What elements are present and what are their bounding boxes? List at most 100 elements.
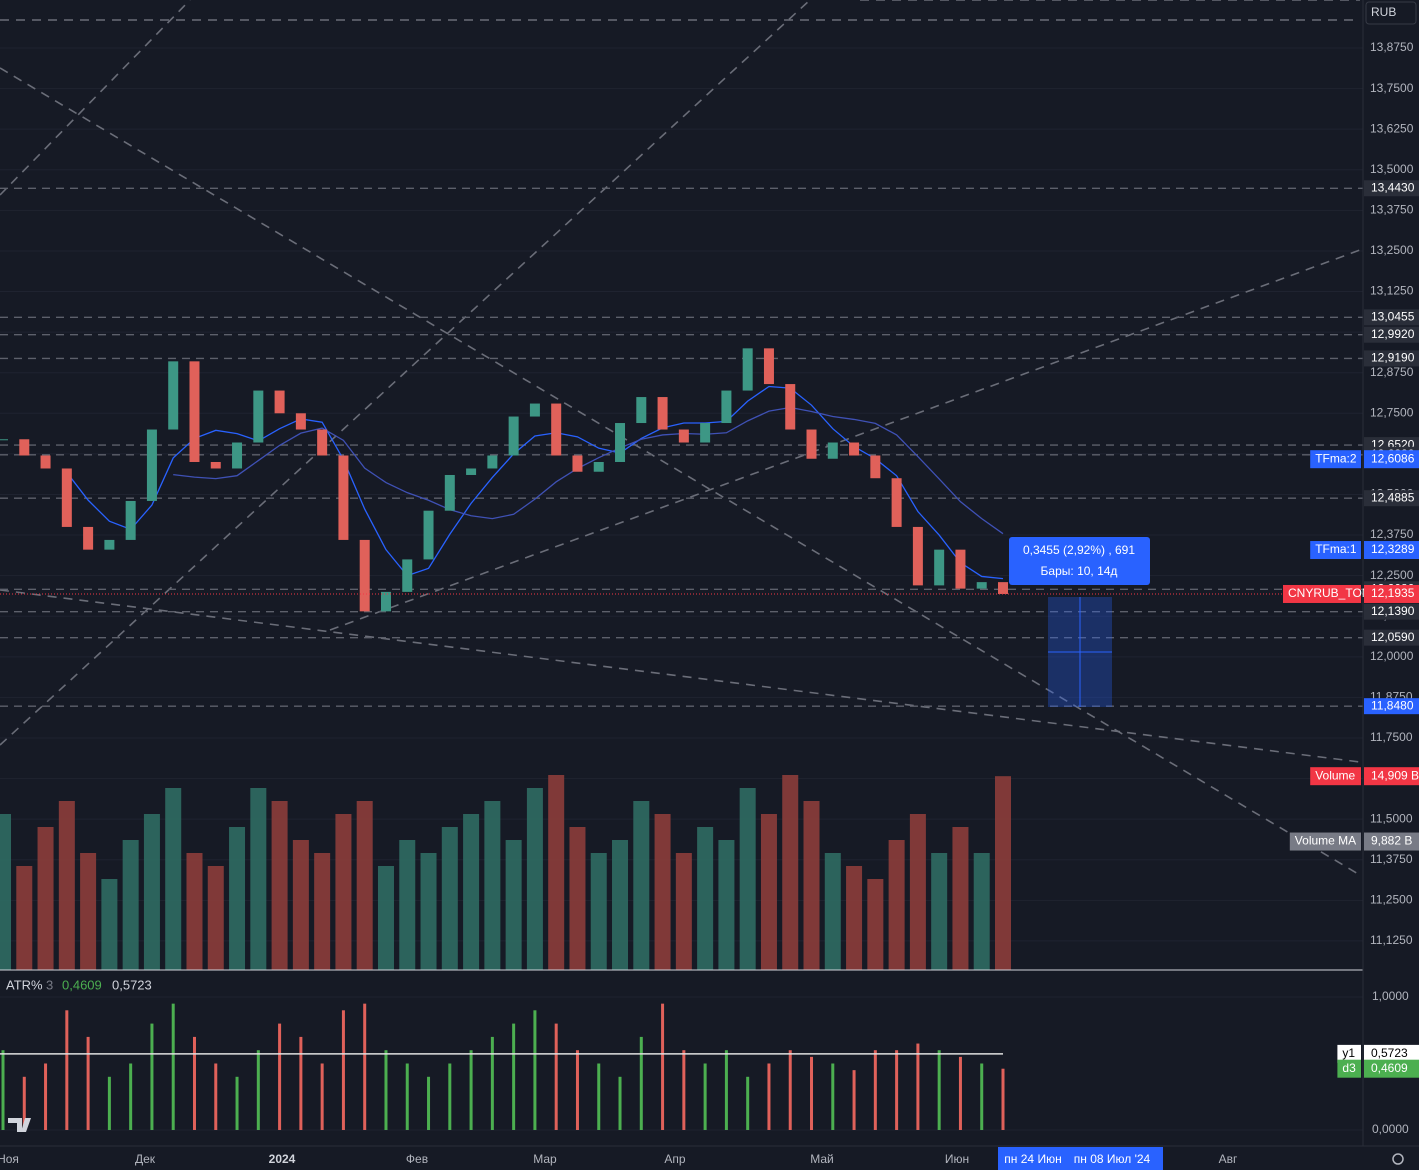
candle — [849, 442, 860, 456]
atr-bar — [469, 1050, 473, 1130]
x-tick-label: Авг — [1219, 1152, 1238, 1166]
badge-name: TFma:2 — [1315, 451, 1357, 465]
volume-bar — [229, 827, 246, 970]
atr-bar — [299, 1036, 303, 1130]
volume-bar — [952, 827, 969, 970]
y-tick-label: 12,8750 — [1370, 365, 1414, 379]
candle — [827, 442, 838, 459]
candle — [338, 455, 349, 540]
volume-bar — [143, 814, 160, 970]
candle — [317, 429, 328, 456]
volume-bar — [356, 801, 373, 970]
volume-bar — [697, 827, 714, 970]
candle — [487, 455, 498, 469]
x-tick-label: Ноя — [0, 1152, 19, 1166]
candle — [508, 416, 519, 456]
candle — [870, 455, 881, 479]
level-label: 12,0590 — [1371, 630, 1415, 644]
atr-bar — [107, 1076, 111, 1130]
atr-pane — [0, 996, 1363, 1131]
volume-bar — [335, 814, 352, 970]
x-tick-label: Дек — [135, 1152, 156, 1166]
badge-bg — [1364, 1044, 1419, 1063]
y-tick-label: 12,3750 — [1370, 527, 1414, 541]
badge-name: y1 — [1342, 1046, 1355, 1060]
candle — [657, 397, 668, 430]
x-tick-label: Май — [810, 1152, 834, 1166]
currency[interactable]: RUB — [1371, 5, 1396, 19]
volume-bar — [973, 853, 990, 970]
badge-name: TFma:1 — [1315, 542, 1357, 556]
candle — [402, 559, 413, 592]
atr-bar — [129, 1063, 133, 1130]
volume-bar — [122, 840, 139, 970]
volume-bar — [718, 840, 735, 970]
candle — [189, 361, 200, 462]
x-tick-label: пн 24 Июн — [1004, 1152, 1061, 1166]
volume-bar — [803, 801, 820, 970]
badge-name-bg — [1310, 450, 1361, 469]
atr-bar — [533, 1010, 537, 1130]
atr-bar — [575, 1050, 579, 1130]
y-tick-label: 13,2500 — [1370, 243, 1414, 257]
atr-bar — [980, 1063, 984, 1130]
volume-bar — [654, 814, 671, 970]
atr-bar — [44, 1063, 48, 1130]
currency-button[interactable] — [1365, 1, 1417, 25]
volume-bar — [101, 879, 118, 970]
atr-bar — [788, 1050, 792, 1130]
settings-icon[interactable] — [1392, 1153, 1404, 1165]
y-tick-label: 13,7500 — [1370, 81, 1414, 95]
atr-bar — [958, 1056, 962, 1130]
y-tick-label: 12,7500 — [1370, 405, 1414, 419]
candle — [19, 439, 30, 456]
candle — [61, 468, 72, 527]
volume-bar — [931, 853, 948, 970]
y-tick-label: 11,3750 — [1370, 852, 1413, 866]
badge-name: CNYRUB_TOM — [1288, 586, 1372, 600]
volume-bar — [484, 801, 501, 970]
volume-bar — [463, 814, 480, 970]
volume-bar — [612, 840, 629, 970]
candle — [0, 439, 8, 441]
atr-bar — [278, 1023, 282, 1130]
badge-bg — [1364, 1059, 1419, 1078]
volume-bar — [909, 814, 926, 970]
badge-label: 12,3289 — [1371, 542, 1415, 556]
candle — [423, 510, 434, 560]
atr-bar — [214, 1063, 218, 1130]
atr-bar — [767, 1063, 771, 1130]
atr-d3: 0,4609 — [62, 977, 102, 992]
badge-name-bg — [1310, 767, 1361, 786]
atr-bar — [405, 1063, 409, 1130]
candle — [40, 455, 51, 469]
badge-bg — [1364, 450, 1419, 469]
y-tick-label: 12,0000 — [1370, 649, 1414, 663]
x-tick-label: Июн — [945, 1152, 969, 1166]
atr-bar — [341, 1010, 345, 1130]
badge-label: 9,882 B — [1371, 834, 1412, 848]
volume-bar — [250, 788, 267, 970]
crosshair-date — [998, 1147, 1163, 1170]
volume-bar — [58, 801, 75, 970]
atr-bar — [554, 1023, 558, 1130]
y-tick-label: 13,3750 — [1370, 203, 1414, 217]
candle — [232, 442, 243, 469]
axis-labels: 13,8750 13,7500 13,6250 13,5000 13,3750 13,25… — [1283, 40, 1419, 1136]
atr-bar — [65, 1010, 69, 1130]
candle — [83, 526, 94, 550]
candle — [253, 390, 264, 443]
atr-bar — [916, 1043, 920, 1130]
volume-bar — [633, 801, 650, 970]
level-badge — [1364, 490, 1419, 507]
atr-bar — [639, 1036, 643, 1130]
candle — [380, 591, 391, 612]
badge-bg — [1364, 832, 1419, 851]
volume-bar — [675, 853, 692, 970]
atr-bar — [618, 1076, 622, 1130]
badge-bg — [1364, 767, 1419, 786]
atr-bar — [150, 1023, 154, 1130]
badge-label: 0,4609 — [1371, 1061, 1408, 1075]
price-pane — [0, 187, 1363, 707]
